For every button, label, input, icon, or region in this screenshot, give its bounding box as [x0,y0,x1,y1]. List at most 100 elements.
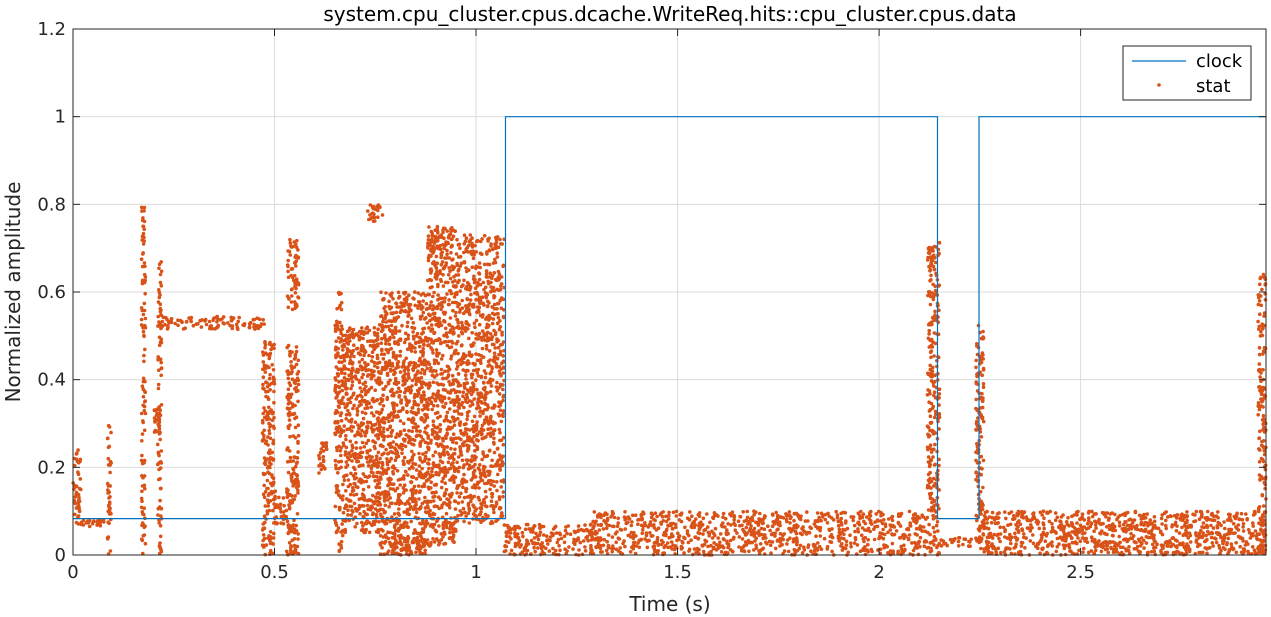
stat-point [294,415,299,420]
stat-point [520,530,525,535]
stat-point [426,258,431,263]
stat-point [156,513,160,517]
stat-point [754,520,758,525]
stat-point [778,531,783,536]
stat-point [905,527,909,532]
stat-point [424,450,428,455]
stat-point [412,326,417,331]
stat-point [395,361,400,366]
stat-point [411,330,415,334]
stat-point [618,546,622,550]
stat-point [437,316,442,321]
stat-point [286,258,291,263]
stat-point [352,403,356,408]
stat-point [416,484,421,488]
stat-point [379,341,384,346]
stat-point [291,484,295,488]
stat-point [433,464,437,469]
stat-point [384,291,388,295]
stat-point [158,302,163,307]
stat-point [482,233,487,238]
stat-point [597,512,602,516]
stat-point [534,531,538,536]
stat-point [452,326,456,331]
stat-point [363,434,368,438]
stat-point [261,538,265,543]
stat-point [465,435,470,440]
stat-point [338,413,343,418]
stat-point [422,403,426,408]
stat-point [465,297,470,301]
stat-point [438,470,442,474]
stat-point [918,544,922,549]
stat-point [443,280,448,285]
stat-point [521,534,525,539]
stat-point [459,513,464,517]
stat-point [377,485,382,490]
stat-point [423,418,428,423]
stat-point [290,370,294,374]
stat-point [383,367,387,372]
stat-point [785,519,789,524]
stat-point [601,527,606,531]
stat-point [463,430,468,435]
stat-point [862,519,866,524]
stat-point [551,532,556,536]
stat-point [368,339,373,343]
stat-point [444,436,448,441]
stat-point [641,510,645,514]
stat-point [288,455,293,460]
stat-point [462,260,467,265]
stat-point [453,279,457,283]
stat-point [262,322,266,326]
stat-point [339,324,344,328]
stat-point [455,301,459,305]
stat-point [266,500,271,505]
stat-point [420,460,425,464]
stat-point [453,229,458,233]
stat-point [318,450,323,455]
stat-point [108,470,112,475]
stat-point [333,504,338,509]
stat-point [605,539,609,544]
stat-point [391,407,396,411]
stat-point [392,512,397,516]
stat-point [295,279,299,284]
stat-point [456,304,460,309]
stat-point [362,331,367,335]
stat-point [484,435,488,439]
stat-point [386,498,390,502]
stat-point [718,540,722,545]
stat-point [398,483,403,487]
stat-point [396,342,401,347]
stat-point [157,505,162,509]
stat-point [363,360,367,365]
stat-point [438,423,443,427]
stat-point [321,449,326,453]
stat-point [408,496,412,501]
stat-point [753,539,757,543]
stat-point [142,205,147,210]
stat-point [581,539,586,543]
stat-point [266,465,271,470]
stat-point [661,510,665,514]
stat-point [158,340,163,344]
stat-point [806,545,810,550]
stat-point [443,264,447,269]
stat-point [745,522,750,526]
stat-point [633,513,638,517]
stat-point [616,521,620,525]
stat-point [351,425,356,429]
stat-point [459,491,463,496]
stat-point [159,326,163,331]
stat-point [107,507,112,512]
stat-point [604,526,609,531]
stat-point [376,327,380,332]
stat-point [293,387,297,391]
stat-point [495,255,500,259]
stat-point [491,479,496,484]
stat-point [426,521,430,526]
stat-point [486,279,491,284]
stat-point [623,510,627,514]
stat-point [497,497,502,502]
